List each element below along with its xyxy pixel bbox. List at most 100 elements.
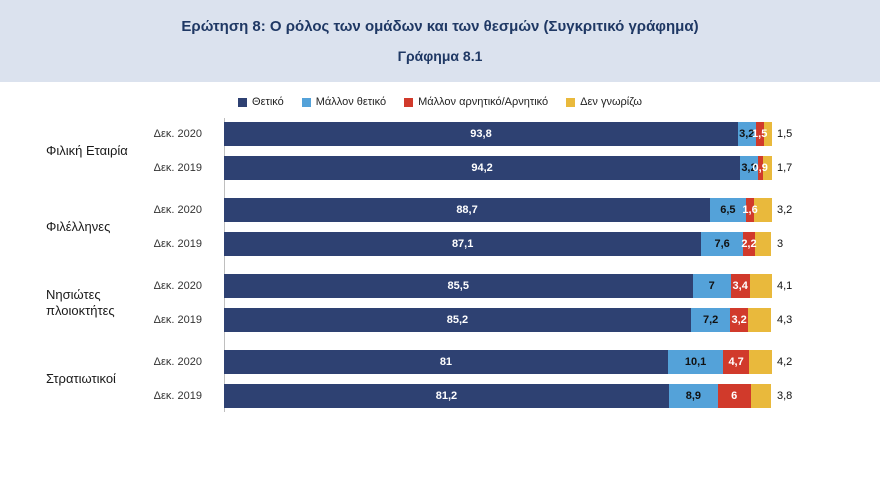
group-label: Στρατιωτικοί [46,370,116,386]
bar-segment-rather_positive: 7,6 [701,232,743,256]
dont-know-value-label: 1,7 [777,162,793,174]
bar-segment-negative: 6 [717,384,751,408]
dont-know-value-label: 4,2 [777,356,793,368]
bar-segment-positive: 81,2 [224,384,669,408]
row-date-label: Δεκ. 2019 [153,314,202,326]
bar-segment-negative: 1,5 [752,122,767,146]
bar-segment-dont_know [762,156,772,180]
group-label: Νησιώτες πλοιοκτήτες [46,286,115,318]
segment-value-label: 7,6 [714,238,730,250]
bar-track: 94,2 3,2 0,9 [224,156,772,180]
bar-segment-negative: 3,4 [730,274,750,298]
group-label: Φιλέλληνες [46,218,111,234]
row-date-label: Δεκ. 2019 [153,390,202,402]
bar-segment-dont_know [748,350,772,374]
segment-value-label: 1,5 [752,128,768,140]
chart-header: Ερώτηση 8: Ο ρόλος των ομάδων και των θε… [0,0,880,82]
category-axis-line [224,118,225,412]
group-rows: Δεκ. 2020 93,8 3,2 1,5 1,5 Δεκ. 2019 94,2 3,2 0,… [148,122,792,180]
legend-item-rather-positive: Μάλλον θετικό [301,96,386,108]
bar-segment-rather_positive: 8,9 [668,384,718,408]
dont-know-value-label: 1,5 [777,128,793,140]
bar-segment-dont_know [750,384,772,408]
bar-track: 87,1 7,6 2,2 [224,232,772,256]
bar-segment-rather_positive: 10,1 [667,350,724,374]
legend-label: Θετικό [252,96,284,108]
bar-segment-rather_positive: 6,5 [710,198,746,222]
bar-segment-positive: 93,8 [224,122,739,146]
segment-value-label: 2,2 [741,238,757,250]
segment-value-label: 6,5 [720,204,736,216]
segment-value-label: 85,2 [446,314,469,326]
bar-segment-dont_know [749,274,772,298]
segment-value-label: 3,4 [732,280,748,292]
chart-legend: Θετικό Μάλλον θετικό Μάλλον αρνητικό/Αρν… [0,94,880,110]
page-title: Ερώτηση 8: Ο ρόλος των ομάδων και των θε… [181,18,699,35]
legend-label: Μάλλον αρνητικό/Αρνητικό [418,96,549,108]
chart-groups: Φιλική Εταιρία Δεκ. 2020 93,8 3,2 1,5 1,5 Δεκ.… [8,122,880,408]
bar-segment-rather_positive: 3,2 [738,122,756,146]
dont-know-value-label: 4,3 [777,314,793,326]
bar-track: 81,2 8,9 6 [224,384,772,408]
chart-group: Φιλική Εταιρία Δεκ. 2020 93,8 3,2 1,5 1,5 Δεκ.… [8,122,880,180]
chart-row: Δεκ. 2020 81 10,1 4,7 4,2 [148,350,792,374]
bar-segment-dont_know [754,198,772,222]
group-rows: Δεκ. 2020 88,7 6,5 1,6 3,2 Δεκ. 2019 87,1 7,6 2,… [148,198,792,256]
chart-row: Δεκ. 2020 88,7 6,5 1,6 3,2 [148,198,792,222]
bar-segment-dont_know [754,232,772,256]
chart-group: Νησιώτες πλοιοκτήτες Δεκ. 2020 85,5 7 3,4 4,1… [8,274,880,332]
legend-item-dont-know: Δεν γνωρίζω [566,96,642,108]
bar-segment-positive: 88,7 [224,198,711,222]
bar-segment-positive: 94,2 [224,156,741,180]
row-date-label: Δεκ. 2020 [153,280,202,292]
segment-value-label: 8,9 [685,390,701,402]
chart-row: Δεκ. 2020 85,5 7 3,4 4,1 [148,274,792,298]
legend-swatch-dont-know-icon [566,97,576,107]
chart-row: Δεκ. 2019 94,2 3,2 0,9 1,7 [148,156,792,180]
legend-swatch-rather-positive-icon [301,97,311,107]
group-rows: Δεκ. 2020 85,5 7 3,4 4,1 Δεκ. 2019 85,2 7,2 3,2 4… [148,274,792,332]
segment-value-label: 0,9 [752,162,768,174]
segment-value-label: 10,1 [684,356,707,368]
bar-segment-positive: 87,1 [224,232,702,256]
dont-know-value-label: 4,1 [777,280,793,292]
segment-value-label: 1,6 [742,204,758,216]
segment-value-label: 4,7 [728,356,744,368]
segment-value-label: 3,2 [741,162,757,174]
segment-value-label: 81,2 [435,390,458,402]
bar-segment-positive: 81 [224,350,668,374]
segment-value-label: 85,5 [447,280,469,292]
bar-segment-negative: 2,2 [741,232,757,256]
row-date-label: Δεκ. 2020 [153,204,202,216]
segment-value-label: 81 [439,356,453,368]
dont-know-value-label: 3,2 [777,204,793,216]
group-rows: Δεκ. 2020 81 10,1 4,7 4,2 Δεκ. 2019 81,2 8,9 6 3,… [148,350,792,408]
bar-segment-negative: 1,6 [742,198,758,222]
segment-value-label: 6 [731,390,738,402]
chart-group: Φιλέλληνες Δεκ. 2020 88,7 6,5 1,6 3,2 Δεκ. 201… [8,198,880,256]
segment-value-label: 3,2 [731,314,747,326]
segment-value-label: 7,2 [702,314,719,326]
bar-track: 85,2 7,2 3,2 [224,308,772,332]
segment-value-label: 94,2 [471,162,493,174]
bar-segment-positive: 85,5 [224,274,693,298]
dont-know-value-label: 3 [777,238,784,250]
chart-group: Στρατιωτικοί Δεκ. 2020 81 10,1 4,7 4,2 Δεκ. 20… [8,350,880,408]
group-label: Φιλική Εταιρία [46,142,128,158]
chart-row: Δεκ. 2019 85,2 7,2 3,2 4,3 [148,308,792,332]
segment-value-label: 3,2 [739,128,755,140]
bar-segment-rather_positive: 3,2 [740,156,758,180]
chart-subtitle: Γράφημα 8.1 [397,48,483,64]
segment-value-label: 93,8 [470,128,492,140]
legend-swatch-positive-icon [238,97,248,107]
bar-segment-rather_positive: 7,2 [690,308,731,332]
legend-swatch-negative-icon [404,97,414,107]
row-date-label: Δεκ. 2020 [153,128,202,140]
row-date-label: Δεκ. 2019 [153,238,202,250]
legend-item-positive: Θετικό [238,96,284,108]
row-date-label: Δεκ. 2019 [153,162,202,174]
dont-know-value-label: 3,8 [777,390,793,402]
chart-row: Δεκ. 2019 87,1 7,6 2,2 3 [148,232,792,256]
segment-value-label: 88,7 [456,204,478,216]
